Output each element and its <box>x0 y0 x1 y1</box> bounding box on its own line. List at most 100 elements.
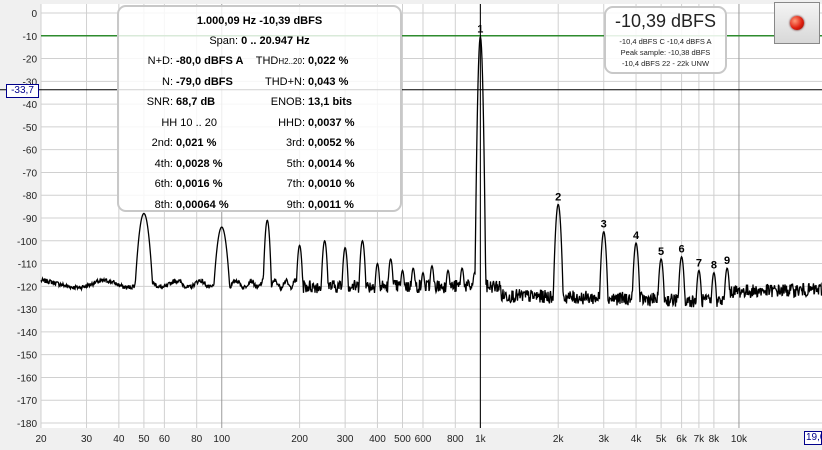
metric-value: 13,1 bits <box>308 96 353 108</box>
x-tick-label: 3k <box>598 434 610 445</box>
spectrum-trace <box>40 34 822 308</box>
peak-meter: -10,39 dBFS -10,4 dBFS C -10,4 dBFS A Pe… <box>604 6 727 74</box>
y-tick-label: -20 <box>23 55 38 66</box>
spectrum-trace-path <box>40 34 822 308</box>
x-tick-label: 800 <box>447 434 464 445</box>
metric-label: SNR: <box>146 96 173 108</box>
level-cursor-readout[interactable]: -33,7 <box>6 84 39 98</box>
span-label: Span: <box>209 35 239 47</box>
metric-value: 0,0011 % <box>308 198 354 211</box>
x-tick-label: 300 <box>337 434 354 445</box>
metric-label: 5th: <box>286 157 305 170</box>
metric-label: 6th: <box>154 178 173 190</box>
y-tick-label: -30 <box>23 77 38 88</box>
metric-value: 0,0016 % <box>176 178 223 190</box>
metric-value: 0,021 % <box>176 137 217 149</box>
x-tick-label: 8k <box>709 434 721 445</box>
harmonic-label: 2 <box>555 191 561 203</box>
y-tick-label: 0 <box>31 9 37 20</box>
harmonic-label: 7 <box>696 257 702 269</box>
span-readout: Span: 0 .. 20.947 Hz <box>119 35 400 47</box>
y-tick-label: -170 <box>17 396 37 407</box>
y-axis-ticks: 0 -10 -20 -30 -40 -50 -60 -70 -80 -90 -100 -110 -120… <box>17 9 37 430</box>
metric-label: N+D: <box>147 55 173 67</box>
harmonic-label: 5 <box>658 246 664 258</box>
y-tick-label: -100 <box>17 237 37 248</box>
record-icon <box>790 16 804 30</box>
y-tick-label: -60 <box>23 146 38 157</box>
metric-label: 7th: <box>286 178 305 190</box>
harmonic-label: 9 <box>724 255 730 267</box>
metric-label: HH 10 .. 20 <box>161 116 217 129</box>
y-tick-label: -50 <box>23 123 38 134</box>
span-value: 0 .. 20.947 Hz <box>241 35 310 47</box>
metric-label: THD+N: <box>264 75 305 88</box>
harmonic-label: 1 <box>477 24 483 36</box>
y-tick-label: -40 <box>23 100 38 111</box>
y-tick-label: -70 <box>23 168 38 179</box>
metric-value: 0,022 % <box>308 55 349 67</box>
x-tick-label: 20 <box>35 434 47 445</box>
metric-label: 8th: <box>154 198 173 211</box>
record-button[interactable] <box>774 2 820 44</box>
peak-level: -10,39 dBFS <box>614 11 717 31</box>
x-tick-label: 400 <box>369 434 386 445</box>
x-tick-label: 4k <box>631 434 643 445</box>
x-tick-label: 5k <box>656 434 668 445</box>
metric-value: 0,00064 % <box>176 198 229 211</box>
peak-unweighted-level: -10,4 dBFS 22 - 22k UNW <box>621 59 710 68</box>
y-tick-label: -120 <box>17 282 37 293</box>
metric-value: 0,0014 % <box>308 157 355 170</box>
frequency-cursor-readout[interactable]: 19,0 <box>804 431 822 445</box>
x-tick-label: 200 <box>291 434 308 445</box>
y-tick-label: -180 <box>17 419 37 430</box>
metric-value: -79,0 dBFS <box>176 75 233 88</box>
metric-value: 0,0010 % <box>308 178 355 190</box>
x-tick-label: 600 <box>415 434 432 445</box>
metric-label: 2nd: <box>151 137 173 149</box>
measurement-panel: 1.000,09 Hz -10,39 dBFS Span: 0 .. 20.94… <box>117 5 402 212</box>
metric-value: 0,043 % <box>308 75 349 88</box>
x-tick-label: 1k <box>475 434 487 445</box>
metric-label: N: <box>162 75 173 88</box>
metric-value: 0,0052 % <box>308 137 355 149</box>
metric-label: 3rd: <box>286 137 305 149</box>
peak-sample-level: Peak sample: -10,38 dBFS <box>620 48 711 57</box>
peak-weighted-levels: -10,4 dBFS C -10,4 dBFS A <box>619 37 712 46</box>
metric-label: HHD: <box>278 116 305 129</box>
harmonic-label: 3 <box>601 219 607 231</box>
metric-label: 4th: <box>154 157 173 170</box>
x-axis-ticks: 20 30 40 50 60 80 100 200 300 400 500 600 800 1k 2k 3k 4… <box>35 434 748 445</box>
x-tick-label: 30 <box>81 434 93 445</box>
x-tick-label: 6k <box>676 434 688 445</box>
x-tick-label: 50 <box>138 434 150 445</box>
y-tick-label: -130 <box>17 305 37 316</box>
y-tick-label: -80 <box>23 191 38 202</box>
metric-value: 0,0037 % <box>308 116 355 129</box>
metric-label: 9th: <box>286 198 305 211</box>
y-tick-label: -110 <box>18 260 38 271</box>
harmonic-label: 4 <box>633 230 640 242</box>
metric-value: 0,0028 % <box>176 157 223 170</box>
x-tick-label: 60 <box>159 434 171 445</box>
y-tick-label: -140 <box>17 328 37 339</box>
harmonic-label: 8 <box>711 260 717 272</box>
y-tick-label: -10 <box>23 32 38 43</box>
metric-label: THDH2..20: <box>255 55 305 67</box>
x-tick-label: 7k <box>694 434 706 445</box>
fundamental-readout: 1.000,09 Hz -10,39 dBFS <box>196 15 323 27</box>
x-tick-label: 10k <box>731 434 748 445</box>
x-tick-label: 40 <box>113 434 125 445</box>
harmonic-label: 6 <box>679 244 685 256</box>
x-tick-label: 100 <box>213 434 230 445</box>
x-tick-label: 500 <box>394 434 411 445</box>
metric-label: ENOB: <box>270 96 305 108</box>
y-tick-label: -90 <box>23 214 38 225</box>
metric-value: 68,7 dB <box>176 96 216 108</box>
y-tick-label: -150 <box>17 351 37 362</box>
x-tick-label: 80 <box>191 434 203 445</box>
y-tick-label: -160 <box>17 373 37 384</box>
x-tick-label: 2k <box>553 434 565 445</box>
metric-value: -80,0 dBFS A <box>176 55 244 67</box>
harmonic-labels: 1 2 3 4 5 67 8 9 <box>477 24 730 272</box>
